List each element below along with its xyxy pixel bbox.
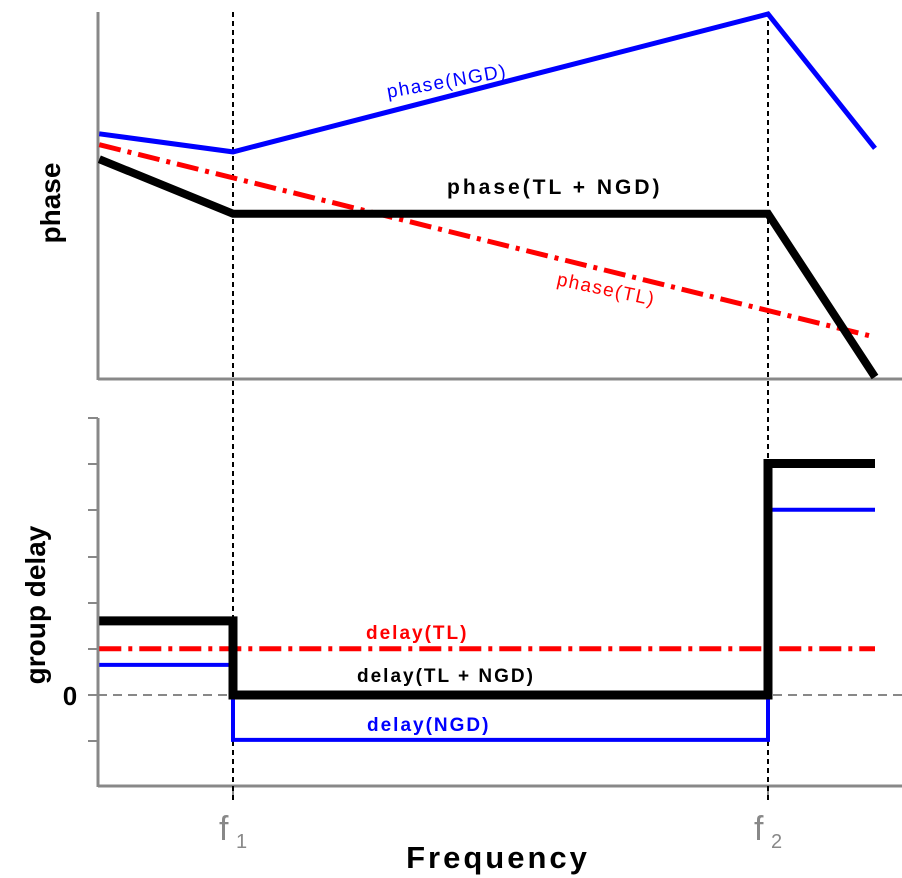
- f1-label-subscript: 1: [236, 831, 247, 853]
- f1-label-base: f: [219, 810, 229, 848]
- y-axis-label-phase: phase: [35, 163, 66, 244]
- f2-label-subscript: 2: [771, 831, 782, 853]
- series-phase-tl: [98, 142, 876, 340]
- x-axis-label: Frequency: [406, 840, 590, 875]
- label-delay-tl-ngd: delay(TL + NGD): [357, 666, 535, 687]
- series-phase-ngd: [98, 11, 877, 155]
- top-panel-axes: [96, 12, 902, 381]
- f2-label-base: f: [754, 810, 764, 848]
- series-delay-ngd: [99, 507, 875, 742]
- label-delay-ngd: delay(NGD): [367, 715, 490, 736]
- label-phase-tl: phase(TL): [555, 269, 657, 310]
- series-phase-tl-ngd: [98, 155, 879, 380]
- label-delay-tl: delay(TL): [366, 623, 468, 644]
- series-delay-tl-ngd: [99, 459, 875, 700]
- y-tick-label-zero: 0: [63, 681, 77, 711]
- f2-label: f 2: [754, 810, 782, 853]
- label-phase-tl-ngd: phase(TL + NGD): [447, 176, 663, 199]
- y-axis-label-group-delay: group delay: [20, 525, 51, 684]
- f1-label: f 1: [219, 810, 247, 853]
